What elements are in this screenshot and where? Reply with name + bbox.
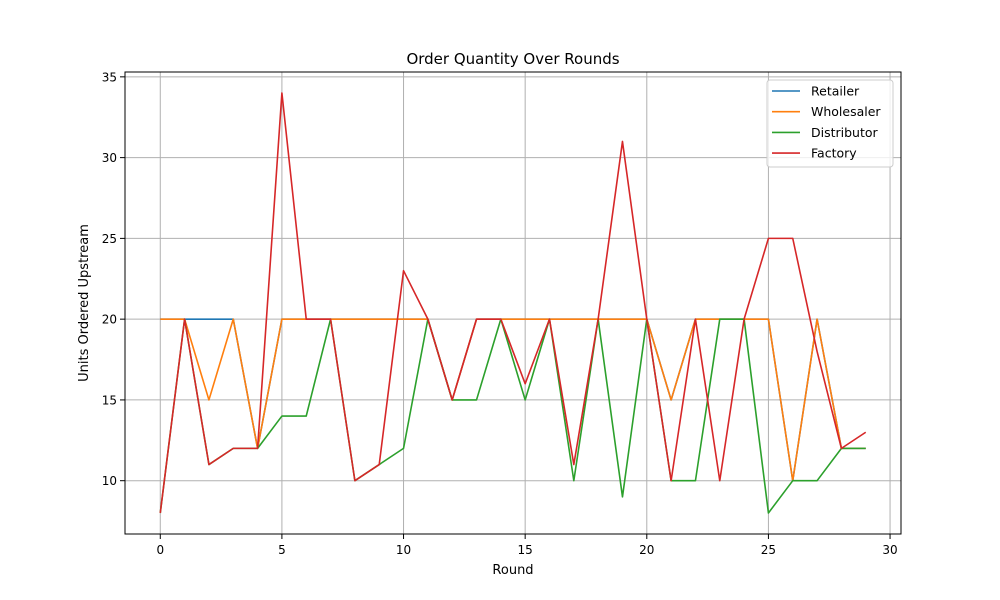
y-tick-label: 25	[102, 232, 117, 246]
y-tick-label: 10	[102, 474, 117, 488]
x-tick-label: 15	[518, 543, 533, 557]
x-tick-label: 20	[639, 543, 654, 557]
series-line-distributor	[159, 318, 866, 514]
x-tick-label: 25	[761, 543, 776, 557]
legend: Retailer Wholesaler Distributor Factory	[766, 79, 894, 168]
series-line-wholesaler	[160, 318, 866, 482]
y-axis-title: Units Ordered Upstream	[77, 224, 92, 382]
series-line-factory	[159, 92, 867, 514]
legend-box	[766, 79, 894, 168]
series-lines	[159, 92, 867, 514]
legend-label-wholesaler: Wholesaler	[811, 104, 881, 119]
x-axis-title: Round	[492, 563, 533, 578]
y-axis-ticks: 10 15 20 25 30 35	[102, 70, 125, 488]
chart-title: Order Quantity Over Rounds	[406, 50, 619, 68]
x-tick-label: 10	[396, 543, 411, 557]
x-axis-ticks: 0 5 10 15 20 25 30	[156, 534, 898, 557]
plot-area-frame	[124, 71, 902, 535]
y-tick-label: 30	[102, 151, 117, 165]
legend-label-retailer: Retailer	[811, 84, 860, 99]
x-tick-label: 5	[278, 543, 286, 557]
legend-label-factory: Factory	[811, 146, 857, 161]
y-tick-label: 15	[102, 393, 117, 407]
y-tick-label: 20	[102, 313, 117, 327]
x-tick-label: 30	[882, 543, 897, 557]
x-tick-label: 0	[156, 543, 164, 557]
y-tick-label: 35	[102, 70, 117, 84]
legend-label-distributor: Distributor	[811, 125, 879, 140]
